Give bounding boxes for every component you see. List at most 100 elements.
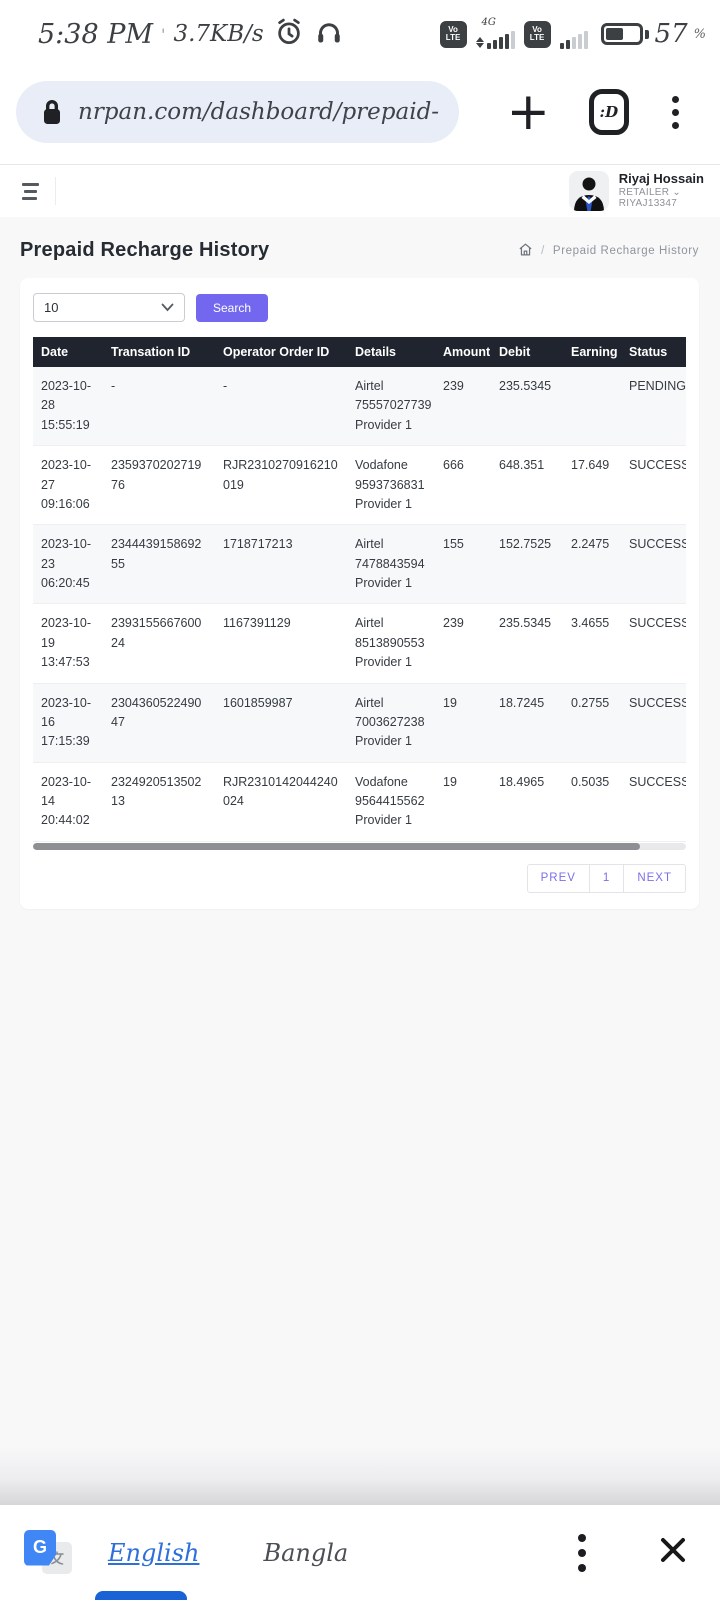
cell-operator-order-id: RJR2310270916210019: [223, 458, 338, 492]
cell-debit: 18.4965: [499, 774, 545, 789]
table-row: 2023-10-16 17:15:39 230436052249047 1601…: [33, 683, 686, 763]
battery-percent-sign: %: [693, 26, 706, 42]
cell-amount: 19: [443, 774, 457, 789]
cell-transaction-id: 234443915869255: [111, 537, 202, 571]
table-header-row: Date Transation ID Operator Order ID Det…: [33, 337, 686, 367]
status-right: Vo LTE 4G Vo LTE 57 %: [439, 17, 706, 49]
cell-operator-order-id: 1718717213: [223, 537, 293, 552]
cell-details: Airtel 7478843594 Provider 1: [355, 537, 425, 590]
cell-earning: 0.2755: [571, 695, 610, 710]
translate-language-bangla[interactable]: Bangla: [263, 1538, 349, 1567]
user-menu[interactable]: Riyaj Hossain RETAILER ⌄ RIYAJ13347: [568, 171, 704, 211]
bottom-shadow: [0, 1447, 720, 1505]
avatar: [568, 171, 609, 211]
translate-options-button[interactable]: [572, 1528, 592, 1578]
table-scroll-area[interactable]: Date Transation ID Operator Order ID Det…: [33, 337, 686, 842]
chevron-down-icon: ⌄: [672, 186, 682, 198]
cell-transaction-id: 230436052249047: [111, 695, 202, 729]
page-number-button[interactable]: 1: [589, 863, 625, 893]
browser-menu-button[interactable]: [668, 92, 683, 133]
cell-transaction-id: -: [111, 379, 116, 393]
close-icon[interactable]: [656, 1533, 690, 1572]
user-role[interactable]: RETAILER ⌄: [618, 186, 682, 198]
cell-status: SUCCESS: [629, 616, 686, 631]
chevron-down-icon: [161, 303, 174, 312]
breadcrumb-current: Prepaid Recharge History: [552, 244, 699, 257]
col-header-amount: Amount: [435, 337, 491, 367]
headphones-icon: [314, 17, 344, 52]
tab-switcher-button[interactable]: :D: [588, 89, 629, 135]
cell-details: Vodafone 9593736831 Provider 1: [355, 458, 425, 511]
table-controls: 10 Search: [33, 293, 686, 322]
signal-bars-secondary-icon: [559, 19, 588, 49]
col-header-details: Details: [347, 337, 435, 367]
alarm-icon: [274, 17, 304, 52]
app-header: Riyaj Hossain RETAILER ⌄ RIYAJ13347: [0, 165, 720, 217]
home-icon[interactable]: [518, 242, 533, 260]
cell-earning: 3.4655: [571, 616, 610, 631]
cell-amount: 666: [443, 458, 464, 473]
cell-debit: 235.5345: [499, 616, 552, 631]
scrollbar-thumb[interactable]: [33, 842, 641, 850]
cell-earning: 2.2475: [571, 537, 610, 552]
signal-bars-primary-icon: 4G: [475, 17, 515, 49]
cell-date: 2023-10-19 13:47:53: [41, 616, 92, 670]
page-size-value: 10: [44, 300, 59, 315]
status-left: 5:38 PM ' 3.7KB/s: [38, 17, 344, 52]
cell-date: 2023-10-14 20:44:02: [41, 774, 92, 828]
volte-icon-2: Vo LTE: [523, 20, 551, 48]
google-translate-bar: G English Bangla: [0, 1505, 720, 1600]
bottom-blue-button[interactable]: [95, 1591, 187, 1600]
google-g-letter: G: [32, 1537, 47, 1557]
horizontal-scrollbar[interactable]: [33, 842, 686, 850]
translate-language-english[interactable]: English: [108, 1538, 200, 1567]
next-page-button[interactable]: NEXT: [624, 863, 686, 893]
cell-details: Airtel 8513890553 Provider 1: [355, 616, 425, 670]
table-row: 2023-10-14 20:44:02 232492051350213 RJR2…: [33, 762, 686, 842]
cell-debit: 152.7525: [499, 537, 552, 552]
cell-details: Airtel 7003627238 Provider 1: [355, 695, 425, 749]
cell-amount: 239: [443, 616, 464, 631]
url-text[interactable]: nrpan.com/dashboard/prepaid-: [78, 99, 440, 125]
lock-icon[interactable]: [40, 97, 64, 127]
user-name: Riyaj Hossain: [618, 171, 704, 187]
col-header-status: Status: [621, 337, 686, 367]
battery-indicator: 57 %: [600, 19, 706, 49]
breadcrumb-separator: /: [541, 244, 545, 257]
battery-icon: [600, 23, 643, 45]
google-translate-icon: G: [24, 1529, 72, 1576]
page-size-select[interactable]: 10: [33, 293, 185, 322]
sidebar-toggle-button[interactable]: [20, 179, 41, 204]
cell-earning: 17.649: [571, 458, 610, 473]
new-tab-button[interactable]: +: [506, 81, 551, 142]
cell-earning: [563, 367, 621, 446]
header-divider: [55, 177, 56, 205]
cell-earning: 0.5035: [571, 774, 610, 789]
browser-toolbar: nrpan.com/dashboard/prepaid- + :D: [0, 68, 720, 164]
data-arrows-icon: [475, 37, 484, 48]
cell-date: 2023-10-16 17:15:39: [41, 695, 92, 749]
cell-transaction-id: 232492051350213: [111, 774, 202, 808]
cell-amount: 19: [443, 695, 457, 710]
cell-status: PENDING: [629, 379, 686, 393]
table-row: 2023-10-28 15:55:19 - - Airtel 755570277…: [33, 367, 686, 446]
tab-count-badge: :D: [599, 103, 619, 121]
cell-debit: 18.7245: [499, 695, 545, 710]
cell-operator-order-id: -: [223, 379, 228, 393]
url-bar[interactable]: nrpan.com/dashboard/prepaid-: [16, 81, 460, 143]
prev-page-button[interactable]: PREV: [526, 863, 590, 893]
cell-details: Airtel 75557027739 Provider 1: [355, 379, 432, 432]
page-content: Prepaid Recharge History / Prepaid Recha…: [0, 217, 720, 1447]
search-button[interactable]: Search: [196, 293, 269, 322]
col-header-debit: Debit: [491, 337, 563, 367]
cell-details: Vodafone 9564415562 Provider 1: [355, 774, 425, 828]
cell-debit: 235.5345: [499, 379, 552, 393]
cell-status: SUCCESS: [629, 537, 686, 552]
breadcrumb: / Prepaid Recharge History: [518, 242, 699, 260]
cell-transaction-id: 239315566760024: [111, 616, 202, 650]
cell-date: 2023-10-28 15:55:19: [41, 379, 92, 432]
history-card: 10 Search Date Transatio: [20, 278, 699, 909]
cell-transaction-id: 235937020271976: [111, 458, 202, 492]
status-bar: 5:38 PM ' 3.7KB/s Vo LTE 4G: [0, 0, 720, 68]
